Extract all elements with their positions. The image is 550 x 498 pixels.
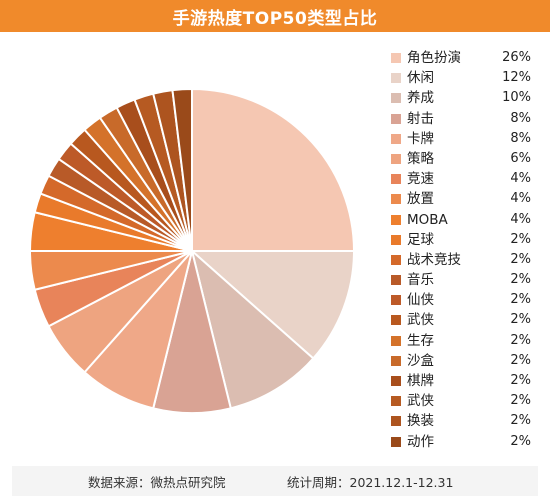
- legend-item: 换装 2%: [391, 412, 531, 432]
- legend-item: 角色扮演 26%: [391, 49, 531, 69]
- legend-value: 8%: [510, 110, 531, 126]
- legend-value: 2%: [510, 413, 531, 429]
- legend-label: 沙盒: [407, 352, 434, 369]
- legend-item: 武侠 2%: [391, 392, 531, 412]
- data-source: 数据来源：微热点研究院: [88, 474, 226, 490]
- legend-value: 2%: [510, 393, 531, 409]
- legend-label: 武侠: [407, 393, 434, 410]
- legend-label: 竞速: [407, 171, 434, 188]
- legend-label: MOBA: [407, 211, 448, 228]
- legend-swatch: [391, 355, 401, 366]
- chart-legend: 角色扮演 26% 休闲 12% 养成 10% 射击 8% 卡牌 8% 策略 6% 竞速 4% 放置 4% MOB…: [391, 49, 531, 453]
- legend-item: 卡牌 8%: [391, 130, 531, 150]
- legend-swatch: [391, 436, 401, 447]
- legend-swatch: [391, 275, 401, 286]
- legend-value: 26%: [502, 50, 531, 65]
- legend-label: 卡牌: [407, 130, 434, 147]
- legend-item: 足球 2%: [391, 231, 531, 251]
- legend-swatch: [391, 376, 401, 386]
- legend-item: 策略 6%: [391, 150, 531, 170]
- legend-swatch: [391, 113, 401, 124]
- legend-swatch: [391, 194, 401, 205]
- chart-title: 手游热度TOP50类型占比: [0, 0, 550, 32]
- legend-value: 2%: [510, 332, 531, 348]
- stat-period: 统计周期：2021.12.1-12.31: [287, 474, 454, 490]
- legend-swatch: [391, 153, 401, 164]
- legend-swatch: [391, 53, 401, 63]
- legend-item: 养成 10%: [391, 89, 531, 109]
- legend-item: MOBA 4%: [391, 211, 531, 231]
- legend-value: 2%: [510, 312, 531, 328]
- legend-label: 足球: [407, 231, 434, 248]
- legend-swatch: [391, 73, 401, 84]
- pie-slice-0: [191, 87, 356, 252]
- legend-swatch: [391, 93, 401, 104]
- legend-item: 竞速 4%: [391, 170, 531, 190]
- legend-label: 武侠: [407, 312, 434, 329]
- pie-chart: [28, 87, 356, 414]
- legend-item: 休闲 12%: [391, 69, 531, 89]
- legend-value: 2%: [510, 292, 531, 308]
- legend-label: 仙侠: [407, 292, 434, 309]
- legend-value: 10%: [502, 90, 531, 106]
- legend-value: 2%: [510, 272, 531, 288]
- legend-swatch: [391, 335, 401, 346]
- legend-item: 动作 2%: [391, 433, 531, 453]
- legend-label: 射击: [407, 110, 434, 127]
- legend-swatch: [391, 254, 401, 265]
- legend-label: 生存: [407, 332, 434, 349]
- legend-value: 12%: [502, 70, 531, 86]
- legend-item: 沙盒 2%: [391, 352, 531, 372]
- legend-item: 仙侠 2%: [391, 291, 531, 311]
- legend-value: 6%: [510, 150, 531, 166]
- legend-swatch: [391, 295, 401, 306]
- legend-item: 射击 8%: [391, 110, 531, 130]
- legend-item: 生存 2%: [391, 332, 531, 352]
- legend-label: 换装: [407, 413, 434, 430]
- legend-item: 战术竞技 2%: [391, 251, 531, 271]
- legend-value: 2%: [510, 352, 531, 368]
- legend-item: 放置 4%: [391, 190, 531, 210]
- pie-slice-1: [189, 250, 356, 360]
- legend-swatch: [391, 174, 401, 185]
- legend-value: 4%: [510, 171, 531, 187]
- legend-label: 养成: [407, 90, 434, 107]
- legend-label: 战术竞技: [407, 251, 461, 268]
- legend-label: 休闲: [407, 70, 434, 87]
- legend-label: 棋牌: [407, 373, 434, 389]
- legend-value: 2%: [510, 433, 531, 449]
- legend-swatch: [391, 234, 401, 245]
- legend-label: 音乐: [407, 272, 434, 289]
- legend-value: 4%: [510, 211, 531, 227]
- legend-value: 4%: [510, 191, 531, 207]
- legend-item: 武侠 2%: [391, 311, 531, 331]
- legend-swatch: [391, 396, 401, 407]
- legend-value: 2%: [510, 231, 531, 247]
- pie-slice-19: [171, 87, 193, 252]
- pie-slice-2: [190, 248, 315, 410]
- legend-label: 策略: [407, 150, 434, 167]
- legend-item: 音乐 2%: [391, 271, 531, 291]
- legend-value: 2%: [510, 251, 531, 267]
- legend-value: 2%: [510, 373, 531, 388]
- legend-swatch: [391, 416, 401, 427]
- legend-label: 角色扮演: [407, 50, 461, 66]
- legend-label: 动作: [407, 433, 434, 450]
- chart-footer: 数据来源：微热点研究院 统计周期：2021.12.1-12.31: [12, 466, 538, 496]
- legend-swatch: [391, 133, 401, 144]
- legend-swatch: [391, 214, 401, 225]
- legend-swatch: [391, 315, 401, 326]
- legend-value: 8%: [510, 130, 531, 146]
- legend-item: 棋牌 2%: [391, 372, 531, 392]
- legend-label: 放置: [407, 191, 434, 208]
